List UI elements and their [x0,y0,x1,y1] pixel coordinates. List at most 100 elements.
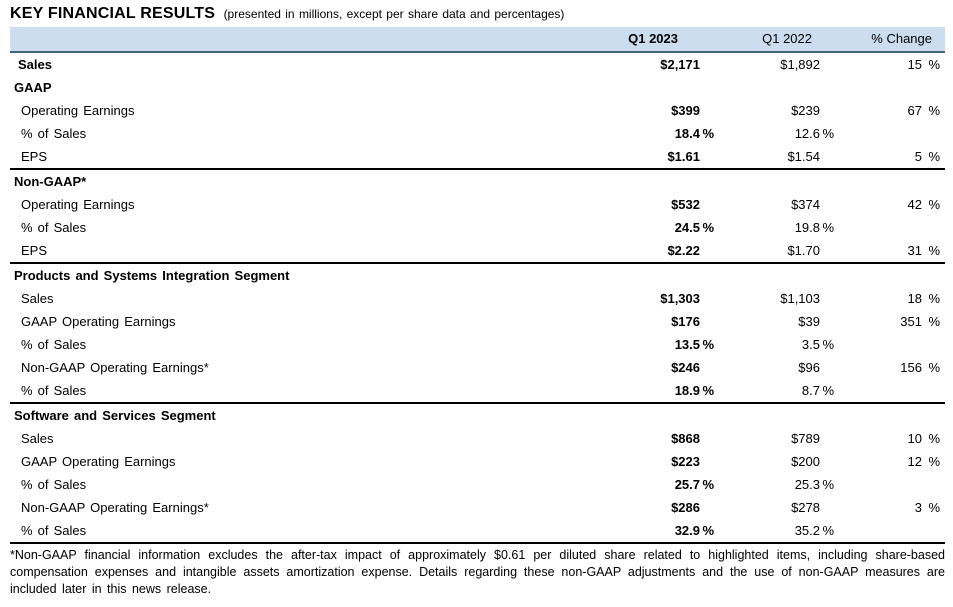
q1-2023-unit: % [702,126,714,141]
pct-change-value [834,76,922,99]
pct-change-value [834,333,922,356]
q1-2023-unit [700,450,714,473]
key-financial-results-table: Q1 2023 Q1 2022 % Change Sales $2,171 $1,8… [10,27,945,544]
section-header-row: GAAP [10,76,945,99]
q1-2023-unit [700,310,714,333]
q1-2023-value: $399 [671,103,700,118]
pct-change-unit [922,473,940,496]
pct-change-unit: % [928,197,940,212]
q1-2022-value: $1.54 [787,149,820,164]
q1-2023-unit [700,287,714,310]
q1-2023-unit: % [702,220,714,235]
column-header-q1-2023: Q1 2023 [628,31,678,46]
pct-change-value: 156 [900,360,922,375]
q1-2022-unit: % [822,477,834,492]
column-header-spacer [10,27,544,51]
pct-change-unit [922,170,940,193]
q1-2022-value: 12.6 [794,126,820,141]
q1-2023-unit [700,193,714,216]
pct-change-unit: % [928,431,940,446]
q1-2023-value: $868 [671,431,700,446]
q1-2023-unit [700,356,714,379]
q1-2023-value: 18.9 [674,383,700,398]
q1-2022-value: 35.2 [794,523,820,538]
q1-2023-value: 18.4 [674,126,700,141]
q1-2023-value: $532 [671,197,700,212]
q1-2022-value: $1.70 [787,243,820,258]
q1-2022-unit [820,239,834,262]
column-header-pct-change: % Change [871,31,932,46]
pct-change-value: 42 [907,197,922,212]
pct-change-unit: % [928,500,940,515]
pct-change-value: 15 [907,57,922,72]
q1-2022-unit [820,193,834,216]
q1-2023-unit [700,170,714,193]
pct-change-unit: % [928,291,940,306]
q1-2023-unit [700,496,714,519]
q1-2022-value: $239 [791,103,820,118]
q1-2022-unit [820,496,834,519]
q1-2022-value: 19.8 [794,220,820,235]
q1-2023-value [580,404,700,427]
q1-2022-value: $96 [798,360,820,375]
q1-2022-value: 3.5 [801,337,820,352]
pct-change-unit [922,519,940,542]
row-label: % of Sales [21,523,87,538]
q1-2023-unit [700,145,714,168]
page-title: KEY FINANCIAL RESULTS [10,5,216,22]
pct-change-unit [922,216,940,239]
data-row: Sales $2,171 $1,892 15% [10,53,945,76]
pct-change-value [834,473,922,496]
q1-2023-unit [700,99,714,122]
q1-2023-value [580,76,700,99]
pct-change-unit [922,122,940,145]
table-header-row: Q1 2023 Q1 2022 % Change [10,27,945,53]
row-label: Operating Earnings [21,197,135,212]
pct-change-value: 67 [907,103,922,118]
q1-2022-value: $789 [791,431,820,446]
q1-2023-value: 25.7 [674,477,700,492]
q1-2023-value: $1.61 [667,149,700,164]
pct-change-unit: % [928,243,940,258]
row-label: Sales [21,291,54,306]
q1-2023-value: $176 [671,314,700,329]
row-label: GAAP [14,80,52,95]
pct-change-value: 31 [907,243,922,258]
q1-2022-unit [820,310,834,333]
data-row: Operating Earnings $399 $239 67% [10,99,945,122]
q1-2023-value: $286 [671,500,700,515]
q1-2022-value: $374 [791,197,820,212]
q1-2022-value: $278 [791,500,820,515]
row-label: Operating Earnings [21,103,135,118]
pct-change-value [834,379,922,402]
pct-change-value: 12 [907,454,922,469]
row-label: GAAP Operating Earnings [21,454,176,469]
q1-2023-unit: % [702,477,714,492]
q1-2023-unit [700,427,714,450]
data-row: Non-GAAP Operating Earnings* $286 $278 3% [10,496,945,519]
q1-2022-unit [820,404,834,427]
q1-2022-unit [820,450,834,473]
data-row: GAAP Operating Earnings $176 $39 351% [10,310,945,333]
q1-2022-unit: % [822,337,834,352]
q1-2022-value: 8.7 [801,383,820,398]
row-label: Non-GAAP* [14,174,87,189]
q1-2023-value: 32.9 [674,523,700,538]
row-label: Products and Systems Integration Segment [14,268,290,283]
data-row: EPS $1.61 $1.54 5% [10,145,945,168]
q1-2022-value: $1,103 [780,291,820,306]
row-label: % of Sales [21,383,87,398]
data-row: % of Sales 32.9% 35.2% [10,519,945,542]
row-label: Non-GAAP Operating Earnings* [21,360,209,375]
q1-2022-unit [820,99,834,122]
section-header-row: Non-GAAP* [10,168,945,193]
data-row: EPS $2.22 $1.70 31% [10,239,945,262]
pct-change-value: 5 [914,149,922,164]
row-label: Sales [21,431,54,446]
q1-2023-unit [700,404,714,427]
pct-change-value [834,122,922,145]
pct-change-value: 18 [907,291,922,306]
data-row: % of Sales 25.7% 25.3% [10,473,945,496]
pct-change-unit: % [928,454,940,469]
q1-2022-unit: % [822,126,834,141]
